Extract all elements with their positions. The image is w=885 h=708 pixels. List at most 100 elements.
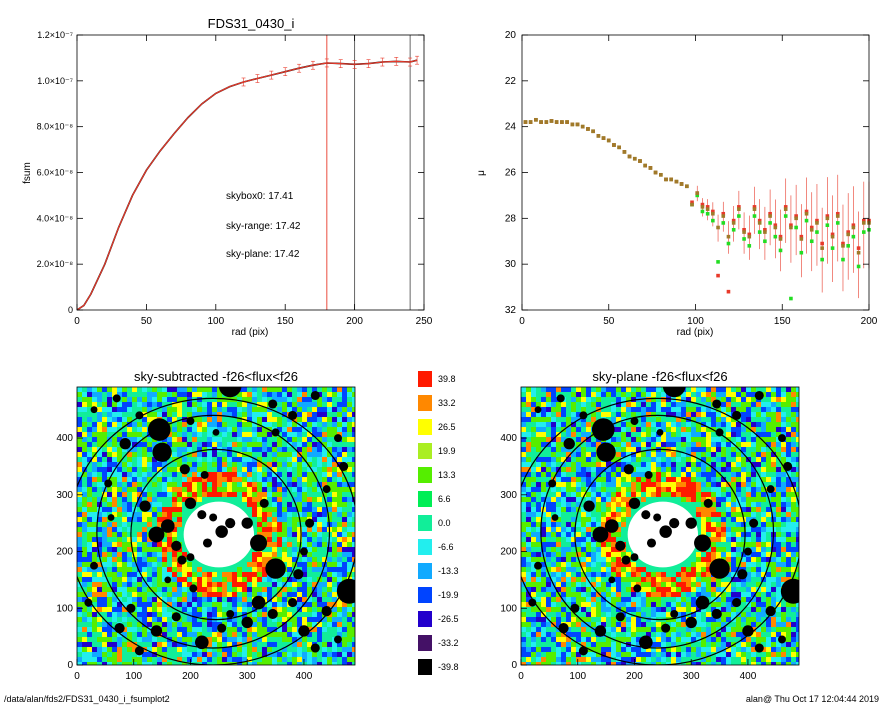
map-pixel <box>97 642 102 647</box>
mu-point <box>601 136 606 140</box>
map-pixel <box>586 582 591 587</box>
map-pixel <box>122 432 127 437</box>
map-pixel <box>77 607 82 612</box>
map-pixel <box>112 612 117 617</box>
map-pixel <box>207 417 212 422</box>
map-pixel <box>546 607 551 612</box>
map-pixel <box>621 627 626 632</box>
map-pixel <box>317 442 322 447</box>
map-pixel <box>626 387 631 392</box>
map-pixel <box>117 512 122 517</box>
map-pixel <box>162 462 167 467</box>
map-pixel <box>107 607 112 612</box>
map-pixel <box>327 617 332 622</box>
map-pixel <box>312 567 317 572</box>
map-pixel <box>322 542 327 547</box>
map-pixel <box>102 587 107 592</box>
y-tick-label: 32 <box>505 305 517 316</box>
map-pixel <box>586 572 591 577</box>
map-pixel <box>102 532 107 537</box>
map-pixel <box>122 642 127 647</box>
map-pixel <box>312 617 317 622</box>
map-pixel <box>526 622 531 627</box>
map-pixel <box>97 482 102 487</box>
map-pixel <box>566 637 571 642</box>
map-pixel <box>297 477 302 482</box>
map-pixel <box>122 587 127 592</box>
map-pixel <box>237 647 242 652</box>
map-pixel <box>332 517 337 522</box>
map-pixel <box>297 602 302 607</box>
x-tick-label: 250 <box>416 316 433 327</box>
map-pixel <box>546 392 551 397</box>
map-pixel <box>302 647 307 652</box>
map-pixel <box>197 577 202 582</box>
map-pixel <box>257 467 262 472</box>
map-pixel <box>87 507 92 512</box>
map-pixel <box>97 487 102 492</box>
map-pixel <box>661 442 666 447</box>
map-pixel <box>197 632 202 637</box>
map-pixel <box>132 647 137 652</box>
map-pixel <box>207 587 212 592</box>
map-pixel <box>162 537 167 542</box>
map-pixel <box>142 417 147 422</box>
map-pixel <box>631 637 636 642</box>
map-pixel <box>147 482 152 487</box>
map-pixel <box>591 587 596 592</box>
map-pixel <box>82 412 87 417</box>
colorbar-swatch <box>418 587 432 603</box>
map-pixel <box>327 657 332 662</box>
map-pixel <box>167 407 172 412</box>
map-pixel <box>616 442 621 447</box>
mu-point-plane <box>705 211 710 216</box>
mask-disc <box>139 500 151 512</box>
map-pixel <box>227 422 232 427</box>
map-pixel <box>636 422 641 427</box>
map-pixel <box>202 462 207 467</box>
map-pixel <box>322 422 327 427</box>
map-pixel <box>546 612 551 617</box>
map-pixel <box>262 632 267 637</box>
map-pixel <box>152 642 157 647</box>
map-pixel <box>611 407 616 412</box>
map-pixel <box>317 527 322 532</box>
map-pixel <box>546 407 551 412</box>
map-pixel <box>531 432 536 437</box>
map-pixel <box>586 527 591 532</box>
map-pixel <box>586 542 591 547</box>
y-tick-label: 8.0×10⁻⁸ <box>37 122 74 132</box>
map-pixel <box>601 662 606 665</box>
mu-point-range <box>700 202 705 207</box>
map-pixel <box>247 387 252 392</box>
map-pixel <box>302 522 307 527</box>
map-pixel <box>272 517 277 522</box>
map-pixel <box>272 407 277 412</box>
map-pixel <box>187 652 192 657</box>
map-pixel <box>162 487 167 492</box>
map-pixel <box>182 397 187 402</box>
map-pixel <box>252 587 257 592</box>
map-pixel <box>556 527 561 532</box>
x-tick-label: 150 <box>774 316 791 327</box>
mu-point <box>731 221 736 225</box>
map-pixel <box>87 412 92 417</box>
map-pixel <box>297 512 302 517</box>
map-pixel <box>82 582 87 587</box>
map-pixel <box>257 457 262 462</box>
map-pixel <box>177 562 182 567</box>
map-pixel <box>192 407 197 412</box>
map-pixel <box>566 472 571 477</box>
map-pixel <box>561 387 566 392</box>
map-pixel <box>342 387 347 392</box>
map-pixel <box>307 602 312 607</box>
map-pixel <box>621 457 626 462</box>
map-pixel <box>302 437 307 442</box>
map-pixel <box>137 437 142 442</box>
map-pixel <box>187 642 192 647</box>
map-pixel <box>541 607 546 612</box>
map-pixel <box>82 542 87 547</box>
map-pixel <box>267 662 272 665</box>
map-pixel <box>127 637 132 642</box>
map-pixel <box>92 492 97 497</box>
